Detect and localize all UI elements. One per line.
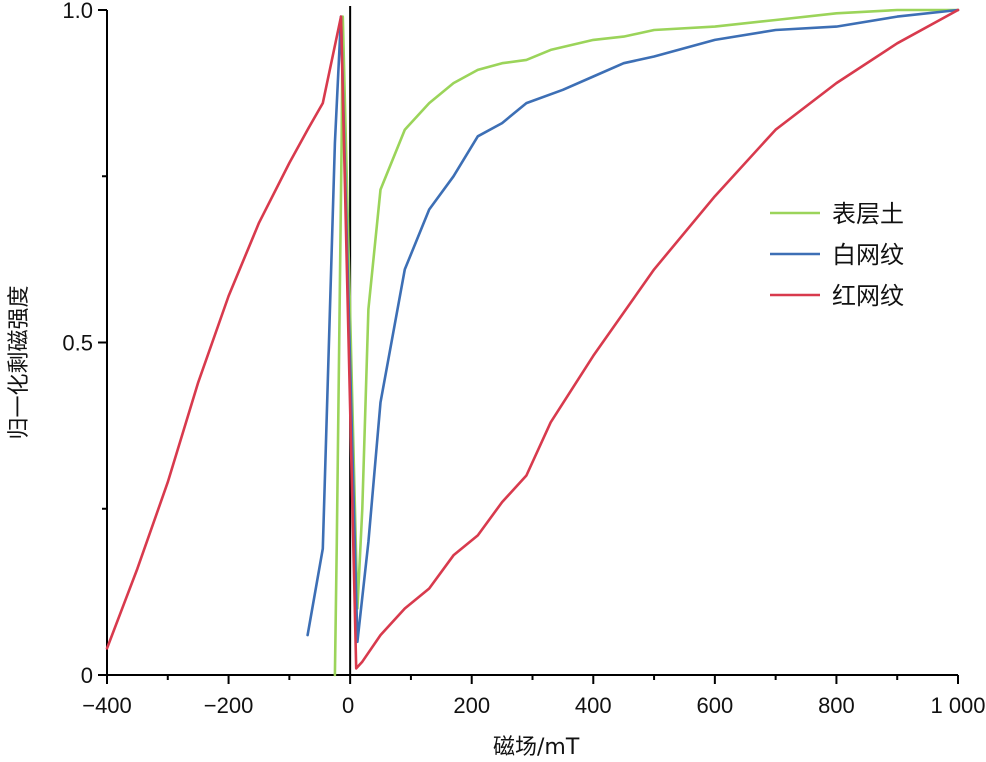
y-tick-label: 0.5 — [62, 331, 93, 356]
x-tick-label: 600 — [696, 693, 733, 718]
x-tick-label: −200 — [204, 693, 254, 718]
y-tick-label: 0 — [81, 663, 93, 688]
x-axis-label: 磁场/mT — [493, 735, 580, 760]
x-tick-label: 0 — [342, 693, 354, 718]
legend-label: 红网纹 — [832, 282, 904, 310]
x-tick-label: 200 — [453, 693, 490, 718]
y-axis-label: 归一化剩磁强度 — [7, 285, 32, 439]
x-tick-label: 800 — [818, 693, 855, 718]
series-line-3-branch-1 — [105, 8, 960, 670]
x-tick-label: 1 000 — [930, 693, 985, 718]
legend-label: 表层土 — [832, 200, 904, 228]
axes — [106, 6, 958, 676]
x-ticks: −400 −200 0 200 400 600 800 1 000 — [82, 675, 986, 718]
x-tick-label: 400 — [575, 693, 612, 718]
series-layer — [105, 8, 960, 677]
legend-label: 白网纹 — [832, 241, 904, 269]
y-tick-label: 1.0 — [62, 0, 93, 23]
series-line-2-branch-1 — [306, 8, 960, 644]
y-ticks: 0 0.5 1.0 — [62, 0, 107, 688]
x-tick-label: −400 — [82, 693, 132, 718]
series-line-1-branch-1 — [333, 8, 960, 677]
